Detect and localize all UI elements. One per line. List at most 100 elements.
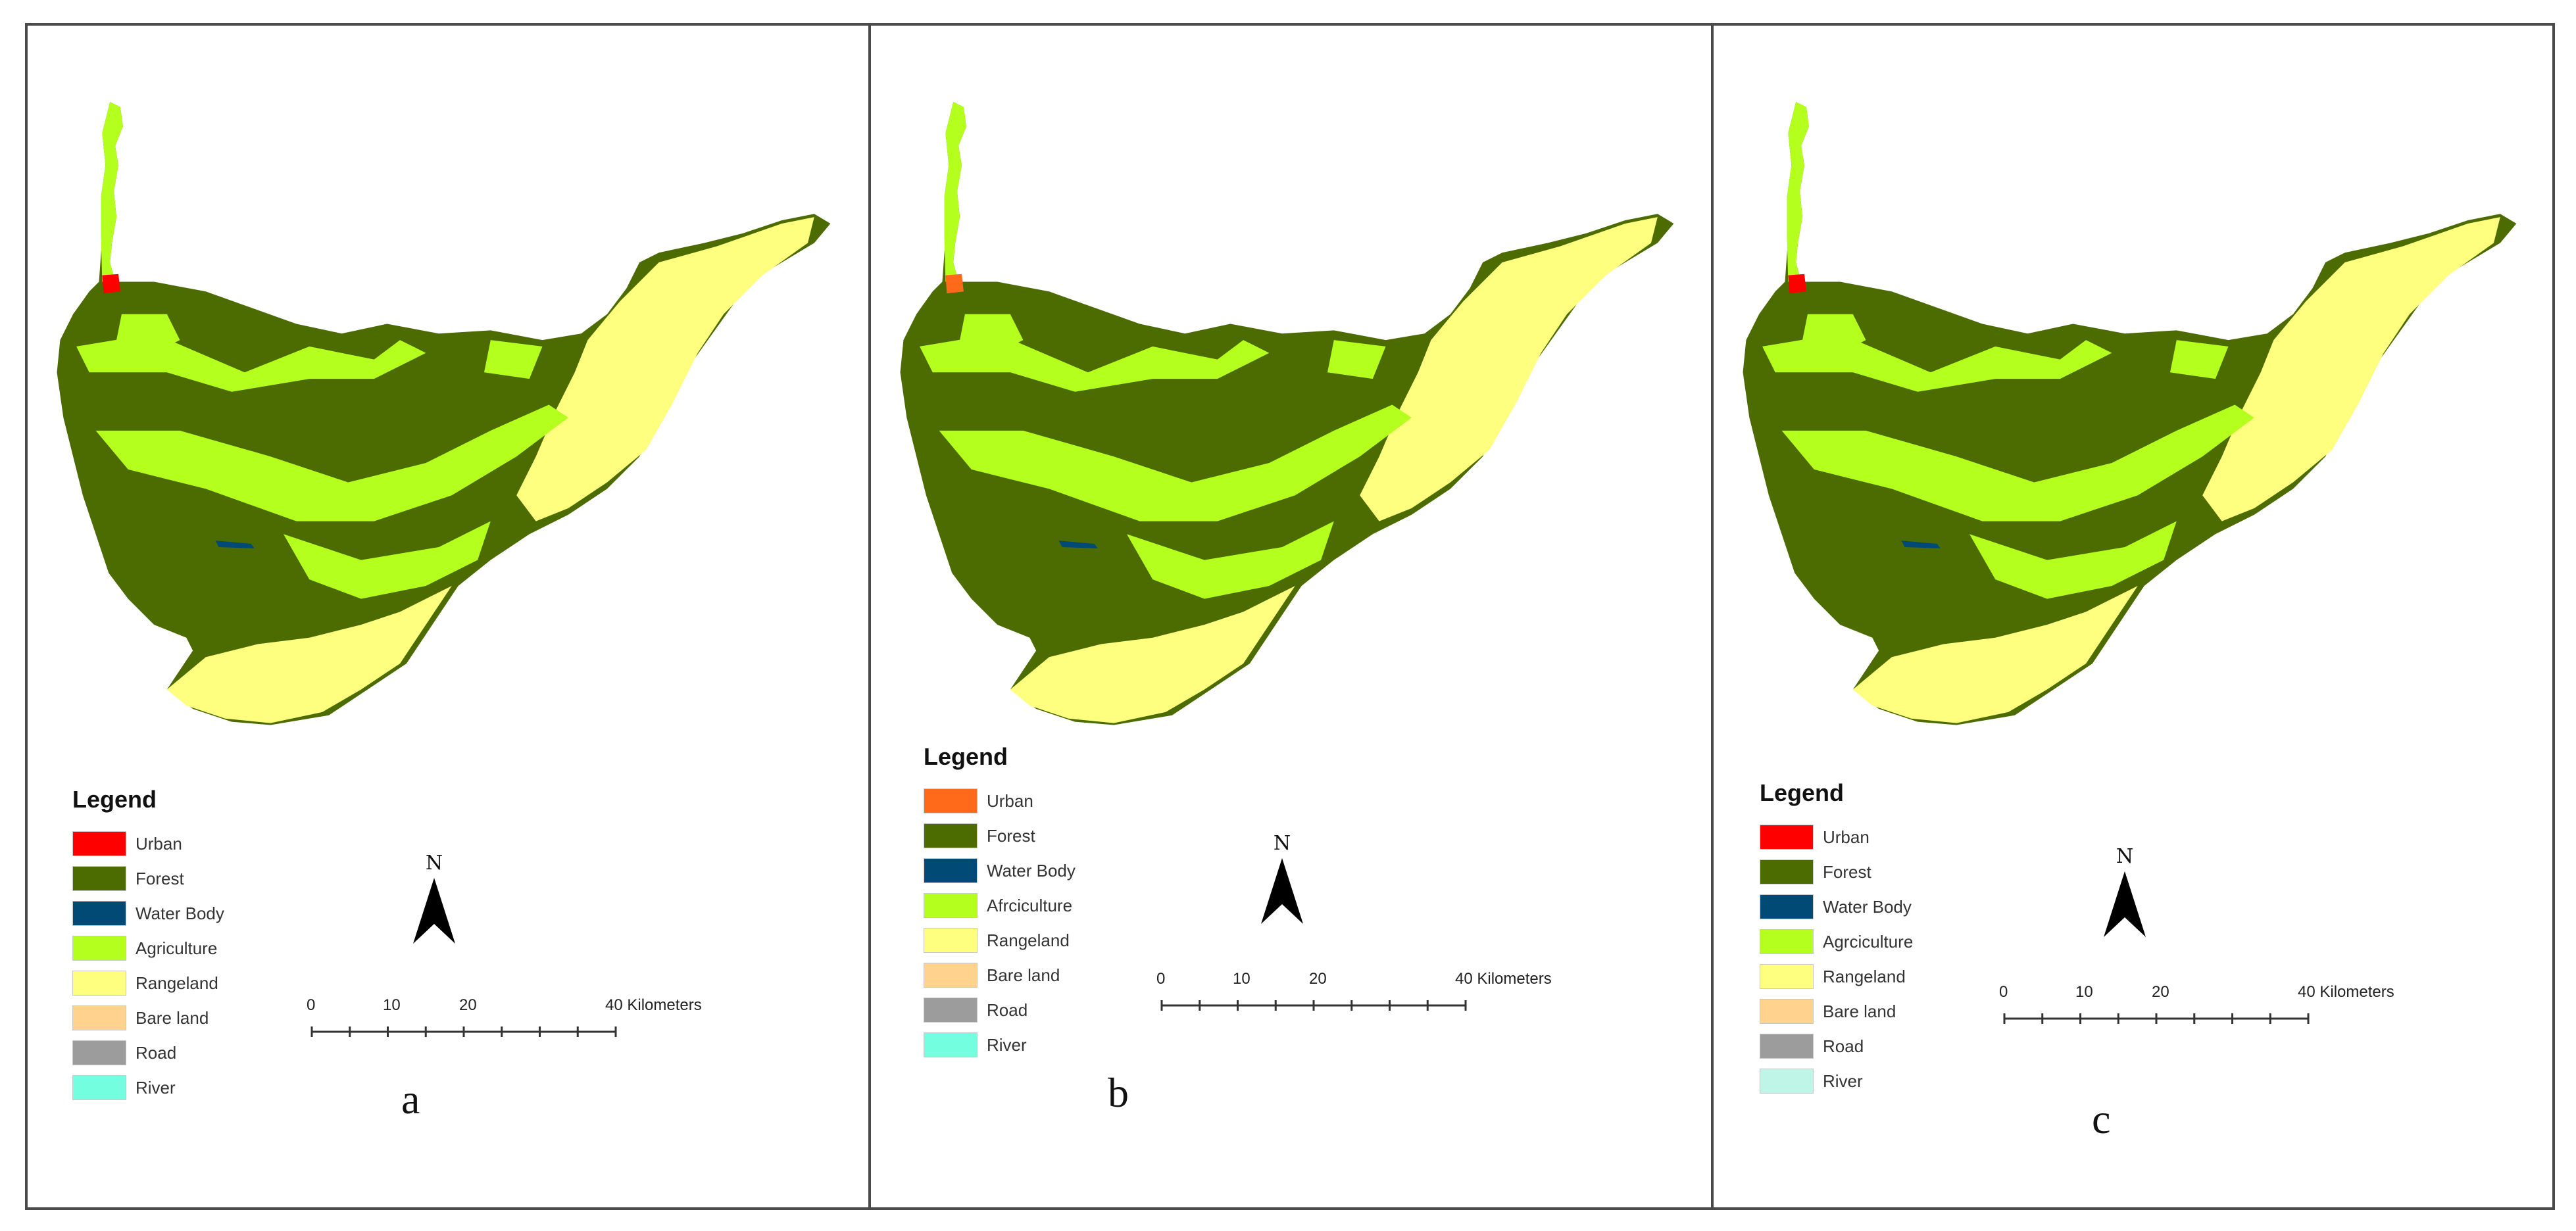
legend-item: Road	[924, 997, 1028, 1023]
forest-region	[900, 101, 1674, 725]
legend-item-label: Urban	[1823, 827, 1870, 847]
legend-item: Forest	[1760, 859, 1871, 885]
rangeland-region	[1010, 217, 1658, 723]
legend-item-label: Urban	[136, 833, 182, 854]
scale-bar: 0 10 20 40 Kilometers	[1999, 983, 2394, 1036]
legend-swatch	[924, 893, 978, 918]
scale-tick-label: 20	[459, 996, 477, 1014]
agriculture-region	[76, 333, 426, 392]
agriculture-region	[95, 404, 568, 521]
legend-item: Road	[1760, 1033, 1864, 1059]
panel-letter: a	[401, 1076, 420, 1122]
legend-item: Bare land	[924, 962, 1060, 988]
legend-item: Water Body	[1760, 894, 1912, 920]
legend-item: Urban	[72, 831, 182, 857]
legend-swatch	[1760, 929, 1814, 954]
scale-tick-label: 10	[1233, 970, 1251, 988]
legend-swatch	[1760, 1069, 1814, 1094]
panel-letter: c	[2092, 1096, 2111, 1142]
urban-region	[1788, 274, 1806, 294]
legend-item: Bare land	[1760, 998, 1896, 1025]
legend-item: Agriculture	[72, 935, 217, 961]
legend-item-label: Road	[1823, 1036, 1864, 1056]
agriculture-region	[483, 340, 543, 379]
legend-item-label: Agriculture	[136, 938, 218, 958]
scale-tick-label: 0	[307, 996, 316, 1014]
legend-swatch	[72, 1005, 126, 1030]
legend-item-label: Bare land	[1823, 1001, 1896, 1021]
water-body-region	[1901, 541, 1941, 548]
legend-swatch	[72, 831, 126, 856]
map-panel-b: Legend Urban Forest Water Body Afrciculture R…	[871, 23, 1711, 1210]
legend-item-label: Water Body	[987, 860, 1076, 881]
agriculture-region	[283, 521, 491, 599]
legend-item-label: Rangeland	[987, 930, 1070, 950]
legend-item: Urban	[924, 788, 1033, 814]
agriculture-region	[1787, 101, 1809, 282]
legend-item: Urban	[1760, 824, 1870, 850]
agriculture-region	[1327, 340, 1386, 379]
legend-swatch	[1760, 1034, 1814, 1059]
scale-tick-label: 20	[2152, 983, 2169, 1001]
panel-divider	[868, 23, 871, 1210]
scale-end-label: 40 Kilometers	[2298, 983, 2394, 1001]
legend-swatch	[924, 1032, 978, 1057]
agriculture-region	[939, 404, 1412, 521]
legend-item-label: River	[136, 1077, 176, 1098]
north-label: N	[1273, 832, 1291, 855]
agriculture-region	[2169, 340, 2229, 379]
forest-region	[57, 101, 831, 725]
legend-item-label: Water Body	[1823, 896, 1912, 917]
land-use-map	[57, 101, 831, 725]
rangeland-region	[1852, 217, 2500, 723]
agriculture-region	[1801, 314, 1866, 360]
legend-item-label: Road	[987, 1000, 1028, 1020]
map-panel-c: Legend Urban Forest Water Body Agrciculture R…	[1714, 23, 2552, 1210]
legend-swatch	[72, 1040, 126, 1065]
legend-swatch	[1760, 825, 1814, 850]
legend-title: Legend	[72, 786, 157, 813]
land-use-map	[1743, 101, 2517, 725]
north-label: N	[425, 852, 443, 875]
legend-item: Rangeland	[924, 927, 1070, 953]
scale-bar-line	[310, 1026, 617, 1037]
map-panel-a: Legend Urban Forest Water Body Agriculture Ra…	[28, 23, 868, 1210]
scale-bar-line	[1160, 1000, 1467, 1011]
legend-item: Water Body	[924, 857, 1076, 884]
scale-bar: 0 10 20 40 Kilometers	[1156, 970, 1552, 1023]
legend-swatch	[72, 936, 126, 961]
legend-item: Rangeland	[1760, 963, 1906, 990]
north-label: N	[2116, 845, 2134, 868]
agriculture-region	[1126, 521, 1334, 599]
legend-item: Agrciculture	[1760, 929, 1913, 955]
legend-swatch	[1760, 894, 1814, 919]
agriculture-region	[958, 314, 1024, 360]
scale-end-label: 40 Kilometers	[1455, 970, 1552, 988]
urban-region	[945, 274, 964, 294]
legend-item-label: Forest	[136, 868, 184, 888]
legend-item: Afrciculture	[924, 892, 1072, 919]
scale-tick-label: 10	[2075, 983, 2093, 1001]
legend-swatch	[924, 823, 978, 848]
legend-item-label: Water Body	[136, 903, 224, 923]
legend-swatch	[924, 928, 978, 953]
figure-frame	[25, 23, 2555, 1210]
north-arrow-icon	[1261, 858, 1303, 924]
legend-item-label: Road	[136, 1042, 177, 1063]
agriculture-region	[115, 314, 180, 360]
north-arrow: N	[408, 852, 460, 950]
legend-item-label: Forest	[1823, 861, 1871, 882]
legend-swatch	[72, 901, 126, 926]
agriculture-region	[1781, 404, 2254, 521]
panel-divider	[1711, 23, 1714, 1210]
legend-swatch	[924, 788, 978, 813]
legend-item: Bare land	[72, 1005, 209, 1031]
agriculture-region	[920, 333, 1270, 392]
legend-item-label: Bare land	[987, 965, 1060, 985]
legend-swatch	[1760, 859, 1814, 884]
legend-item: River	[72, 1074, 176, 1101]
legend-swatch	[1760, 964, 1814, 989]
legend-item-label: Forest	[987, 825, 1035, 846]
legend-item-label: Rangeland	[1823, 966, 1906, 986]
legend-swatch	[72, 971, 126, 996]
